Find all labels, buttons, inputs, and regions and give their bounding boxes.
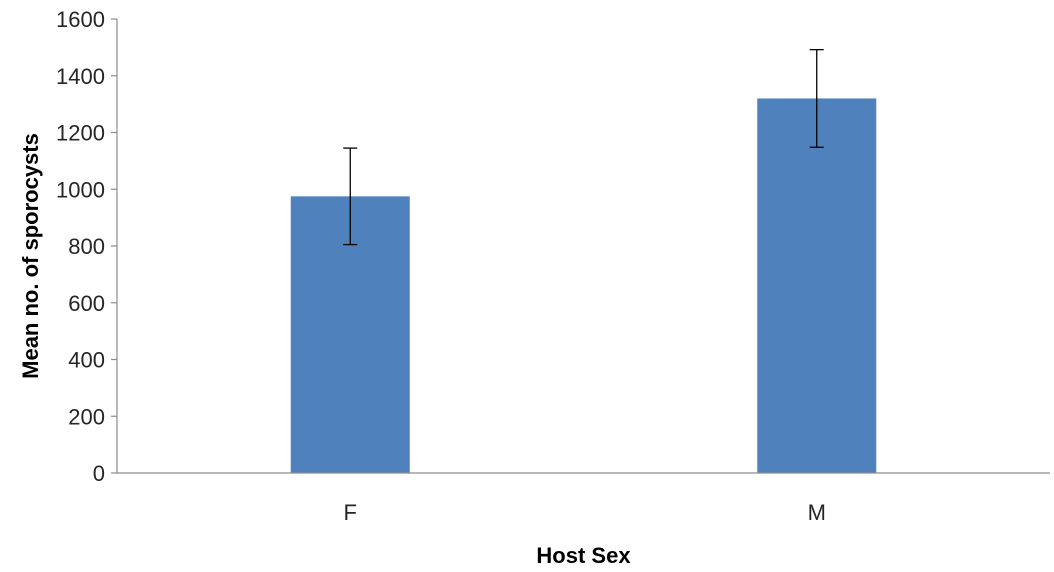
y-tick-label: 0 [93, 461, 105, 486]
bar-m [757, 98, 877, 473]
y-tick-label: 1600 [56, 7, 105, 32]
y-tick-label: 1400 [56, 64, 105, 89]
y-tick-label: 800 [68, 234, 105, 259]
y-tick-label: 600 [68, 291, 105, 316]
y-tick-label: 1200 [56, 121, 105, 146]
x-tick-label: M [808, 500, 826, 525]
error-bars-group [343, 48, 824, 246]
bars-group [290, 98, 877, 473]
y-tick-label: 400 [68, 348, 105, 373]
y-axis-ticks: 0 200 400 600 800 1000 1200 1400 1600 [56, 7, 117, 486]
y-tick-label: 1000 [56, 177, 105, 202]
y-axis-title: Mean no. of sporocysts [18, 133, 43, 379]
x-tick-label: F [344, 500, 357, 525]
y-tick-label: 200 [68, 404, 105, 429]
x-axis-title: Host Sex [536, 543, 631, 568]
